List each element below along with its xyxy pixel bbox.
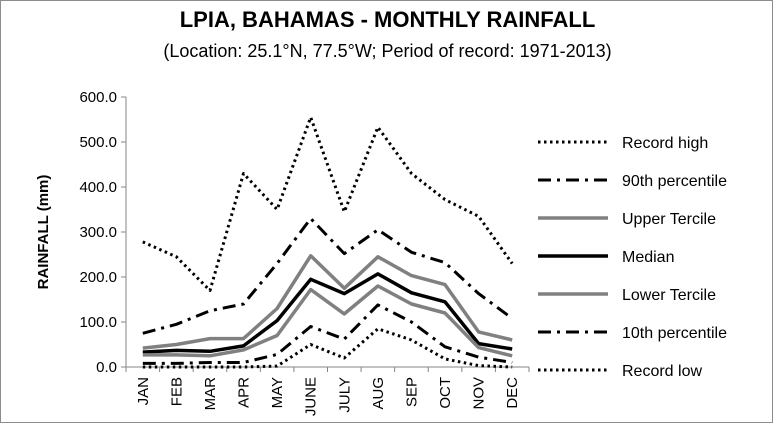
axes: 0.0 100.0 200.0 300.0 400.0 500.0 600.0 JAN FEB M… [35,89,529,416]
y-tick-label: 300.0 [79,224,117,241]
legend-label: Lower Tercile [622,287,716,304]
x-tick-label: AUG [370,377,387,410]
x-tick-label: DEC [504,377,521,409]
y-axis-title: RAINFALL (mm) [35,175,52,290]
series-lines [143,117,513,367]
legend-label: Upper Tercile [622,211,716,228]
y-tick-label: 200.0 [79,269,117,286]
legend-label: Record low [622,363,702,380]
legend-label: 90th percentile [622,173,727,190]
series-line-lower-tercile [143,286,512,356]
y-tick-label: 0.0 [96,359,117,376]
y-tick-label: 400.0 [79,179,117,196]
x-tick-label: NOV [471,377,488,410]
series-line-record-high [143,117,512,290]
x-tick-label: FEB [168,377,185,406]
legend-label: 10th percentile [622,325,727,342]
x-tick-label: JUNE [303,377,320,416]
x-tick-label: JAN [135,377,152,405]
series-line-record-low [143,329,512,367]
y-tick-label: 500.0 [79,134,117,151]
legend-label: Record high [622,135,708,152]
y-tick-label: 100.0 [79,314,117,331]
legend: Record high 90th percentile Upper Tercile M… [538,135,727,380]
x-tick-label: MAR [202,377,219,411]
x-tick-label: MAY [269,377,286,408]
legend-label: Median [622,249,674,266]
x-tick-label: SEP [403,377,420,407]
x-tick-label: JULY [336,377,353,413]
x-tick-label: OCT [437,377,454,409]
y-tick-label: 600.0 [79,89,117,106]
x-tick-label: APR [236,377,253,408]
